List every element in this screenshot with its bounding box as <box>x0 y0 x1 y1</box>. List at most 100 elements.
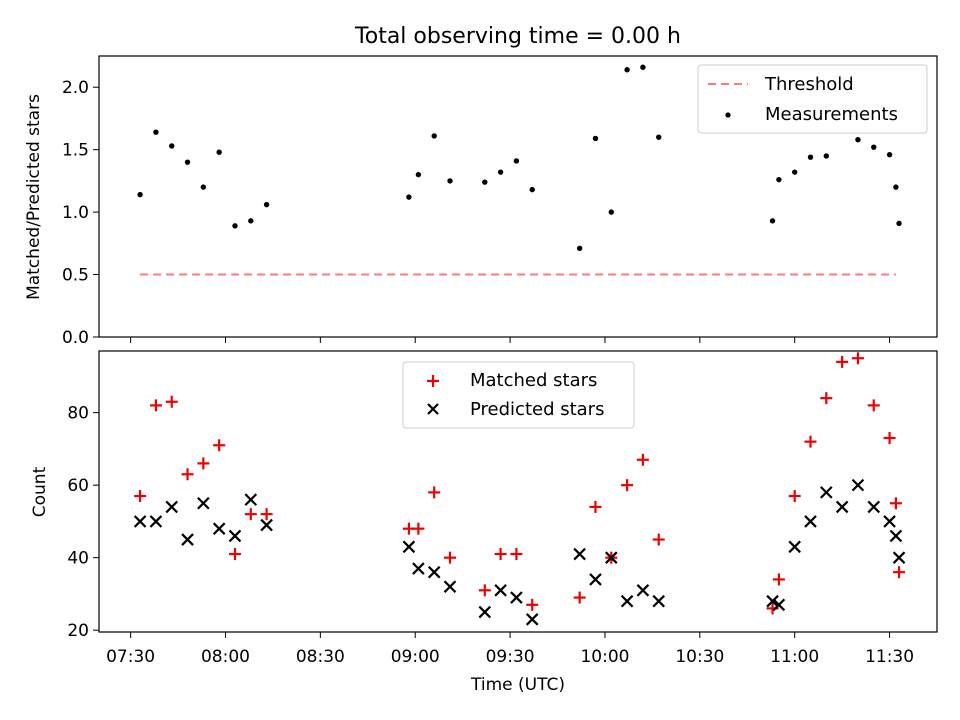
matched-star-point <box>197 457 210 470</box>
measurement-point <box>482 179 488 185</box>
measurement-point <box>791 169 798 175</box>
count-marks <box>133 352 906 626</box>
measurement-point <box>169 143 175 149</box>
predicted-star-point <box>228 529 242 543</box>
ratio-y-tick-label: 0.5 <box>62 266 89 286</box>
count-x-tick-label: 09:00 <box>391 647 440 667</box>
matched-star-point <box>788 490 801 503</box>
legend-measurements-label: Measurements <box>765 104 898 125</box>
matched-star-point <box>260 508 273 521</box>
legend-predicted-swatch <box>427 403 439 415</box>
matched-star-point <box>589 500 602 513</box>
measurement-point <box>886 151 893 158</box>
matched-star-point <box>181 468 194 481</box>
count-y-tick-label: 80 <box>67 404 89 424</box>
matched-star-point <box>165 395 178 408</box>
predicted-star-point <box>573 547 586 561</box>
matched-star-point <box>149 399 162 412</box>
count-x-axis: 07:30 08:00 08:30 09:00 09:30 10:00 10:30 11:00… <box>106 632 914 667</box>
measurement-point <box>153 129 159 135</box>
count-y-tick-label: 20 <box>67 621 89 641</box>
predicted-star-point <box>636 584 650 597</box>
matched-star-point <box>867 399 880 412</box>
matched-star-point <box>573 591 586 604</box>
measurement-point <box>656 134 662 140</box>
matched-star-point <box>494 548 507 561</box>
predicted-star-point <box>788 540 801 554</box>
predicted-star-point <box>766 594 779 608</box>
predicted-star-point <box>589 573 602 586</box>
legend-threshold-label: Threshold <box>764 74 854 95</box>
measurement-point <box>184 159 191 165</box>
ratio-y-tick-label: 0.0 <box>62 328 89 348</box>
predicted-star-point <box>244 493 258 506</box>
predicted-star-point <box>525 613 539 626</box>
ratio-y-tick-label: 2.0 <box>62 78 89 98</box>
count-x-tick-label: 11:30 <box>865 647 914 667</box>
measurement-point <box>447 178 453 184</box>
predicted-star-point <box>652 594 665 608</box>
ratio-y-axis-label: Matched/Predicted stars <box>24 94 44 300</box>
matched-star-point <box>412 522 425 535</box>
legend-predicted-label: Predicted stars <box>470 399 604 420</box>
count-x-tick-label: 10:30 <box>675 647 724 667</box>
matched-star-point <box>636 453 649 466</box>
matched-star-point <box>621 479 634 492</box>
predicted-star-point <box>892 551 906 564</box>
measurement-point <box>576 245 583 252</box>
matched-star-point <box>244 508 257 521</box>
count-y-axis: 20 40 60 80 <box>67 404 99 641</box>
predicted-star-point <box>149 515 163 528</box>
ratio-panel: 0.00.51.01.52.0 Matched/Predicted stars … <box>24 55 938 348</box>
measurement-point <box>248 218 254 224</box>
measurement-point <box>513 158 520 164</box>
legend-measurements-swatch <box>725 112 731 118</box>
measurement-point <box>431 133 437 139</box>
measurement-point <box>200 184 207 190</box>
ratio-x-ticks <box>130 337 891 343</box>
matched-star-point <box>772 573 785 586</box>
count-x-tick-label: 09:30 <box>486 647 535 667</box>
predicted-star-point <box>772 598 786 612</box>
predicted-star-point <box>835 500 849 514</box>
measurement-point <box>823 153 830 159</box>
count-legend: Matched stars Predicted stars <box>402 361 635 429</box>
predicted-star-point <box>867 500 881 514</box>
predicted-star-point <box>851 478 865 492</box>
measurement-point <box>893 184 899 190</box>
predicted-star-point <box>605 551 618 564</box>
measurement-point <box>592 135 599 142</box>
count-x-tick-label: 11:00 <box>770 647 819 667</box>
ratio-marks <box>137 64 902 276</box>
legend-matched-swatch <box>427 375 439 387</box>
measurement-point <box>855 136 861 143</box>
predicted-star-point <box>197 497 210 510</box>
predicted-star-point <box>443 580 457 593</box>
matched-star-point <box>444 551 457 564</box>
measurement-point <box>871 144 877 150</box>
count-legend-box <box>402 361 635 429</box>
count-x-axis-label: Time (UTC) <box>470 675 565 695</box>
predicted-star-point <box>478 605 492 619</box>
count-y-tick-label: 60 <box>67 476 89 496</box>
measurement-point <box>529 186 535 193</box>
count-x-tick-label: 10:00 <box>580 647 629 667</box>
measurement-point <box>769 218 776 224</box>
matched-star-point <box>428 486 441 499</box>
predicted-star-point <box>620 594 634 608</box>
ratio-y-tick-label: 1.0 <box>62 203 89 223</box>
predicted-star-point <box>212 522 226 535</box>
ratio-legend: Threshold Measurements <box>697 64 928 134</box>
measurement-point <box>232 223 238 229</box>
count-x-tick-label: 08:30 <box>296 647 345 667</box>
count-y-axis-label: Count <box>30 466 50 517</box>
count-x-tick-label: 08:00 <box>201 647 250 667</box>
ratio-y-tick-label: 1.5 <box>62 141 89 161</box>
measurement-point <box>640 64 646 70</box>
matched-star-point <box>889 497 902 510</box>
matched-star-point <box>893 566 906 579</box>
legend-matched-label: Matched stars <box>470 370 597 391</box>
matched-star-point <box>804 435 817 448</box>
measurement-point <box>807 154 814 160</box>
matched-star-point <box>883 432 896 445</box>
